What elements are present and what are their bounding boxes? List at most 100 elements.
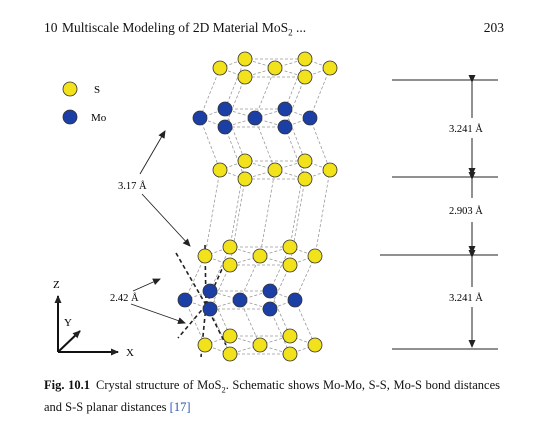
lattice-edge <box>239 299 261 346</box>
molybdenum-atom <box>217 101 233 117</box>
sulfur-atom <box>252 337 268 353</box>
sulfur-atom <box>297 153 313 169</box>
molybdenum-atom <box>232 292 248 308</box>
sulfur-atom <box>212 60 228 76</box>
lattice-edge <box>284 108 306 162</box>
sulfur-atom <box>297 171 313 187</box>
lattice-edge <box>209 290 231 337</box>
lattice-edge <box>269 308 291 355</box>
page-number: 203 <box>483 20 504 35</box>
lattice-edge <box>314 169 331 257</box>
sulfur-atom <box>282 257 298 273</box>
sulfur-atom <box>282 328 298 344</box>
sulfur-atom <box>237 51 253 67</box>
mo-mo-distance-arrows <box>139 130 191 247</box>
sulfur-atom <box>222 257 238 273</box>
mo-s-distance-label: 2.42 Å <box>110 292 139 304</box>
sulfur-atom <box>222 239 238 255</box>
legend: S Mo <box>62 81 107 125</box>
sulfur-atom <box>222 346 238 362</box>
sulfur-atom <box>297 51 313 67</box>
lattice-edge <box>224 108 246 162</box>
sulfur-atom <box>222 328 238 344</box>
legend-molybdenum-atom <box>62 109 78 125</box>
lattice-edge <box>224 58 246 110</box>
molybdenum-atom <box>192 110 208 126</box>
lattice-edge <box>254 117 276 171</box>
lattice-edge <box>289 160 306 248</box>
lattice-edge <box>184 255 206 301</box>
sulfur-atom <box>212 162 228 178</box>
chapter-title-main: Multiscale Modeling of 2D Material MoS <box>62 20 289 35</box>
chapter-number: 10 <box>44 20 58 35</box>
lattice-edge <box>309 67 331 119</box>
lattice-edge <box>224 126 246 180</box>
sulfur-atom <box>237 69 253 85</box>
figure-caption: Fig. 10.1 Crystal structure of MoS2. Sche… <box>44 377 500 416</box>
sulfur-atom <box>307 337 323 353</box>
lattice-edge <box>284 126 306 180</box>
molybdenum-atom <box>217 119 233 135</box>
legend-molybdenum-label: Mo <box>91 112 107 124</box>
sulfur-atom <box>267 60 283 76</box>
caption-text-b: . Schematic shows Mo-Mo, S-S, Mo-S bond … <box>44 378 501 414</box>
molybdenum-atom <box>287 292 303 308</box>
lattice-edge <box>294 299 316 346</box>
lattice-edge <box>204 169 221 257</box>
z-axis-label: Z <box>53 279 60 291</box>
lattice-edge <box>209 264 231 310</box>
sulfur-atom <box>267 162 283 178</box>
lattice-edge <box>209 308 231 355</box>
sulfur-atom <box>307 248 323 264</box>
molybdenum-atom <box>262 283 278 299</box>
lattice-edge <box>209 246 231 292</box>
lattice-edge <box>229 160 246 248</box>
sulfur-atom <box>237 171 253 187</box>
legend-sulfur-label: S <box>94 84 100 96</box>
sulfur-atom <box>282 346 298 362</box>
page-header: 10 Multiscale Modeling of 2D Material Mo… <box>44 20 504 38</box>
lattice-edge <box>254 67 276 119</box>
lattice-edge <box>184 299 206 346</box>
chapter-title-subscript: 2 <box>288 27 293 38</box>
sulfur-atom <box>322 60 338 76</box>
x-axis-label: X <box>126 347 134 359</box>
caption-text-a: Crystal structure of MoS <box>95 378 222 392</box>
lattice-edge <box>259 169 276 257</box>
sulfur-atom <box>197 248 213 264</box>
figure-label: Fig. 10.1 <box>44 378 90 392</box>
sulfur-atom <box>322 162 338 178</box>
molybdenum-atom <box>247 110 263 126</box>
chapter-title-tail: ... <box>292 20 307 35</box>
plane-distance-rules <box>380 75 498 350</box>
middle-plane-distance: 2.903 Å <box>449 205 483 217</box>
caption-subscript: 2 <box>221 384 226 395</box>
molybdenum-atom <box>262 301 278 317</box>
sulfur-atom <box>237 153 253 169</box>
molybdenum-atom <box>277 119 293 135</box>
lattice-edge <box>239 255 261 301</box>
lattice-edge <box>284 58 306 110</box>
lattice-edge <box>269 264 291 310</box>
upper-plane-distance: 3.241 Å <box>449 123 483 135</box>
lattice-edge <box>269 290 291 337</box>
legend-sulfur-atom <box>62 81 78 97</box>
atoms <box>177 51 338 362</box>
molybdenum-atom <box>202 301 218 317</box>
mo-mo-distance-label: 3.17 Å <box>118 180 147 192</box>
lattice-edge <box>269 246 291 292</box>
chapter-title: Multiscale Modeling of 2D Material MoS2 … <box>62 20 306 38</box>
sulfur-atom <box>297 69 313 85</box>
reference-link[interactable]: [17] <box>169 399 191 414</box>
molybdenum-atom <box>302 110 318 126</box>
molybdenum-atom <box>202 283 218 299</box>
mo-s-distance-arrows <box>130 278 186 324</box>
lattice-edge <box>294 255 316 301</box>
sulfur-atom <box>197 337 213 353</box>
molybdenum-atom <box>277 101 293 117</box>
sulfur-atom <box>282 239 298 255</box>
molybdenum-atom <box>177 292 193 308</box>
lattice-edge <box>224 76 246 128</box>
y-axis-label: Y <box>64 317 72 329</box>
